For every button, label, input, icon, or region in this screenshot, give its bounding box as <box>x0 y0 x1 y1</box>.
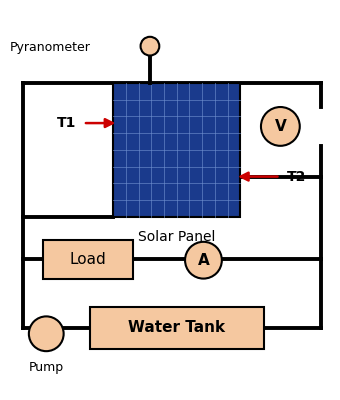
Text: Pyranometer: Pyranometer <box>10 41 90 54</box>
Text: A: A <box>198 253 209 268</box>
Circle shape <box>185 242 222 278</box>
Text: Water Tank: Water Tank <box>128 320 225 336</box>
Circle shape <box>29 316 64 351</box>
Text: V: V <box>274 119 286 134</box>
Text: Solar Panel: Solar Panel <box>138 230 215 244</box>
Text: Load: Load <box>70 252 106 267</box>
Text: T1: T1 <box>57 116 76 130</box>
Text: Pump: Pump <box>29 361 64 374</box>
Circle shape <box>140 37 159 56</box>
Circle shape <box>261 107 300 146</box>
FancyBboxPatch shape <box>43 240 133 278</box>
FancyBboxPatch shape <box>113 83 240 217</box>
Text: T2: T2 <box>287 170 306 184</box>
FancyBboxPatch shape <box>90 307 264 349</box>
